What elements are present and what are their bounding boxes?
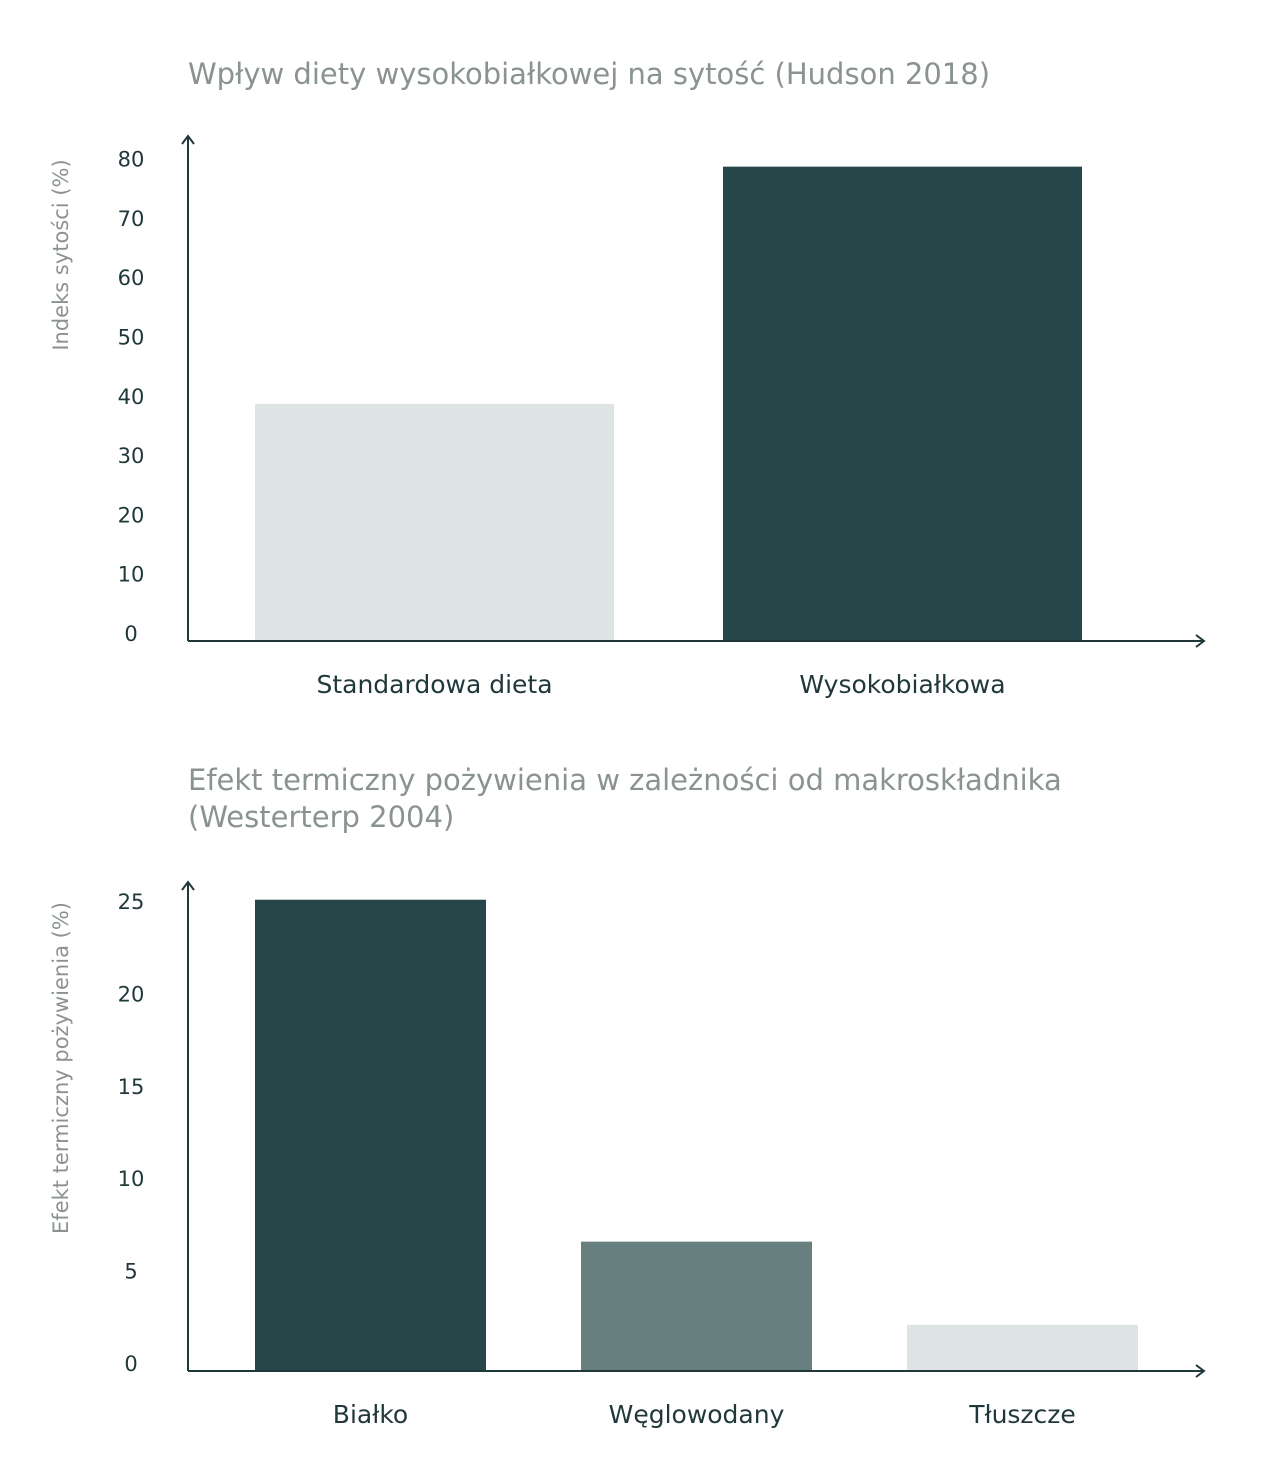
category-label: Węglowodany <box>609 1400 785 1429</box>
y-tick-label: 10 <box>118 563 145 587</box>
y-axis-arrow <box>181 880 195 891</box>
y-tick-label: 50 <box>118 326 145 350</box>
y-tick-label: 15 <box>118 1075 145 1099</box>
y-tick-label: 30 <box>118 444 145 468</box>
chart-title-thermic-effect: Efekt termiczny pożywienia w zależności … <box>188 763 1062 834</box>
x-axis-arrow <box>1195 634 1206 648</box>
bar-tłuszcze <box>907 1324 1138 1371</box>
category-label: Białko <box>333 1400 408 1429</box>
y-tick-label: 60 <box>118 266 145 290</box>
y-tick-label: 70 <box>118 207 145 231</box>
y-tick-label: 5 <box>124 1260 137 1284</box>
bar-standardowa-dieta <box>255 403 614 641</box>
bar-białko <box>255 899 486 1371</box>
category-label: Standardowa dieta <box>316 670 552 699</box>
category-label: Tłuszcze <box>968 1400 1076 1429</box>
chart-title-satiety: Wpływ diety wysokobiałkowej na sytość (H… <box>188 57 991 91</box>
y-tick-label: 0 <box>124 622 137 646</box>
y-tick-label: 20 <box>118 503 145 527</box>
y-tick-label: 10 <box>118 1167 145 1191</box>
y-tick-label: 0 <box>124 1352 137 1376</box>
x-axis-arrow <box>1195 1364 1206 1378</box>
category-label: Wysokobiałkowa <box>799 670 1005 699</box>
bar-wysokobiałkowa <box>723 166 1082 641</box>
y-axis-arrow <box>181 134 195 145</box>
y-tick-label: 80 <box>118 148 145 172</box>
satiety-bar-chart: 0 10 20 30 40 50 60 70 80 Standardowa dieta Wysoko… <box>49 134 1206 699</box>
bar-węglowodany <box>581 1241 812 1371</box>
y-axis-title: Efekt termiczny pożywienia (%) <box>49 902 73 1234</box>
y-axis-title: Indeks sytości (%) <box>49 159 73 350</box>
y-tick-label: 40 <box>118 385 145 409</box>
y-tick-label: 20 <box>118 982 145 1006</box>
thermic-effect-bar-chart: 0 5 10 15 20 25 Białko Węglowodany Tłuszcze Efekt… <box>49 880 1206 1429</box>
y-tick-label: 25 <box>118 890 145 914</box>
